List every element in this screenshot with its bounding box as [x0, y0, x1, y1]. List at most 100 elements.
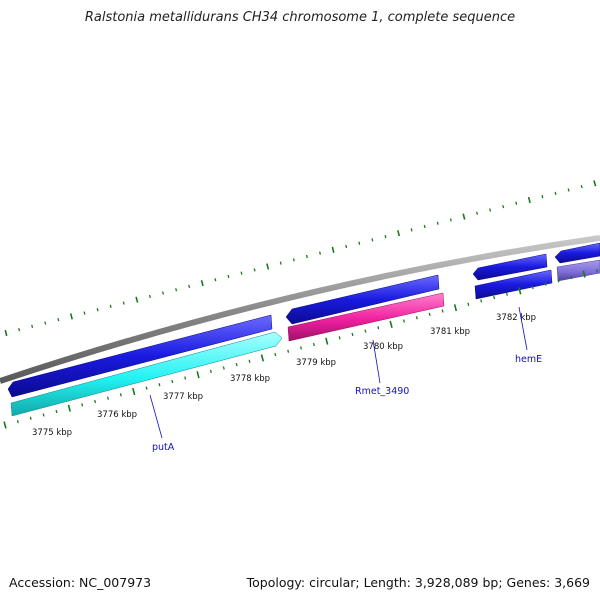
- outer-tick-ring: [4, 180, 597, 337]
- inner-tick-mark: [325, 337, 329, 345]
- inner-tick-mark: [582, 270, 586, 278]
- inner-tick-mark: [312, 342, 315, 347]
- outer-tick-mark: [200, 279, 204, 287]
- gene-blue-forward-4: [554, 242, 600, 264]
- inner-tick-mark: [480, 299, 483, 303]
- outer-tick-mark: [371, 238, 374, 242]
- inner-tick-mark: [55, 409, 58, 414]
- inner-tick-mark: [441, 309, 444, 313]
- outer-tick-mark: [69, 313, 73, 320]
- inner-tick-mark: [29, 416, 32, 420]
- tick-label-3777: 3777 kbp: [163, 392, 203, 402]
- outer-tick-mark: [122, 301, 125, 305]
- inner-tick-mark: [287, 349, 290, 353]
- inner-tick-mark: [557, 279, 560, 283]
- inner-tick-mark: [145, 386, 148, 390]
- outer-tick-mark: [541, 195, 544, 199]
- outer-tick-mark: [18, 328, 21, 332]
- outer-tick-mark: [292, 258, 295, 262]
- outer-tick-mark: [397, 230, 401, 237]
- putA-leader: [149, 394, 163, 439]
- inner-tick-mark: [467, 302, 470, 306]
- inner-tick-mark: [518, 287, 522, 295]
- inner-tick-mark: [42, 413, 45, 417]
- inner-tick-mark: [531, 285, 534, 290]
- inner-tick-mark: [570, 275, 573, 280]
- tick-label-3781: 3781 kbp: [430, 327, 470, 337]
- inner-tick-mark: [505, 292, 508, 296]
- outer-tick-mark: [580, 185, 583, 189]
- outer-tick-mark: [161, 291, 165, 295]
- inner-tick-mark: [16, 420, 19, 424]
- accession-text: Accession: NC_007973: [9, 575, 152, 590]
- inner-tick-mark: [377, 326, 380, 330]
- outer-tick-mark: [253, 268, 256, 272]
- inner-tick-mark: [94, 399, 97, 404]
- outer-tick-mark: [57, 318, 60, 322]
- inner-tick-mark: [171, 379, 174, 384]
- outer-tick-mark: [345, 244, 348, 249]
- inner-tick-mark: [428, 312, 431, 316]
- outer-tick-mark: [489, 208, 492, 212]
- tick-label-3775: 3775 kbp: [32, 428, 72, 438]
- tick-label-3779: 3779 kbp: [296, 358, 336, 368]
- inner-tick-ring: [3, 269, 599, 429]
- outer-tick-mark: [96, 308, 99, 312]
- map-title: Ralstonia metallidurans CH34 chromosome …: [84, 10, 516, 25]
- outer-tick-mark: [554, 191, 557, 195]
- inner-tick-mark: [299, 346, 303, 350]
- inner-tick-mark: [67, 404, 71, 412]
- outer-tick-mark: [188, 284, 191, 289]
- inner-tick-mark: [222, 366, 225, 370]
- inner-tick-mark: [248, 359, 251, 363]
- inner-tick-mark: [3, 421, 7, 429]
- outer-tick-mark: [109, 304, 112, 308]
- inner-tick-mark: [415, 316, 418, 320]
- inner-tick-mark: [158, 383, 161, 387]
- gene-purple-reverse: [556, 259, 600, 282]
- tick-label-3780: 3780 kbp: [363, 342, 403, 352]
- outer-tick-mark: [423, 224, 426, 229]
- outer-tick-mark: [240, 271, 243, 275]
- inner-tick-mark: [106, 396, 109, 400]
- tick-label-3776: 3776 kbp: [97, 410, 137, 420]
- outer-tick-mark: [83, 311, 86, 315]
- gene-blue-forward-2: [285, 274, 440, 325]
- outer-tick-mark: [502, 205, 505, 209]
- outer-tick-mark: [227, 274, 230, 279]
- inner-tick-mark: [81, 403, 84, 407]
- outer-tick-mark: [135, 296, 139, 303]
- gene-hemE: [474, 269, 553, 300]
- inner-tick-mark: [119, 393, 122, 397]
- outer-tick-mark: [358, 241, 361, 245]
- gene-Rmet_3490: [287, 292, 445, 342]
- inner-tick-mark: [184, 376, 187, 380]
- hemE-leader: [518, 306, 528, 351]
- outer-tick-mark: [175, 288, 178, 292]
- outer-tick-mark: [44, 321, 47, 325]
- gene-label-Rmet_3490: Rmet_3490: [355, 386, 409, 397]
- topology-text: Topology: circular; Length: 3,928,089 bp…: [246, 575, 590, 590]
- outer-tick-mark: [567, 188, 570, 192]
- gene-label-putA: putA: [152, 442, 175, 453]
- gene-blue-forward-1: [7, 314, 273, 398]
- inner-tick-mark: [596, 269, 599, 273]
- outer-tick-mark: [593, 180, 597, 187]
- outer-tick-mark: [318, 251, 322, 255]
- inner-tick-mark: [389, 320, 393, 329]
- inner-tick-mark: [493, 295, 496, 300]
- inner-tick-mark: [274, 352, 277, 357]
- outer-tick-mark: [31, 324, 34, 328]
- outer-tick-mark: [148, 294, 151, 299]
- gene-label-hemE: hemE: [515, 354, 542, 365]
- outer-tick-mark: [515, 201, 518, 205]
- outer-tick-mark: [305, 254, 308, 259]
- inner-tick-mark: [351, 332, 354, 337]
- inner-tick-mark: [544, 282, 547, 286]
- inner-tick-mark: [196, 371, 200, 379]
- tick-label-3782: 3782 kbp: [496, 313, 536, 323]
- gene-blue-forward-3: [472, 253, 548, 281]
- outer-tick-mark: [449, 218, 452, 222]
- inner-tick-mark: [402, 319, 406, 323]
